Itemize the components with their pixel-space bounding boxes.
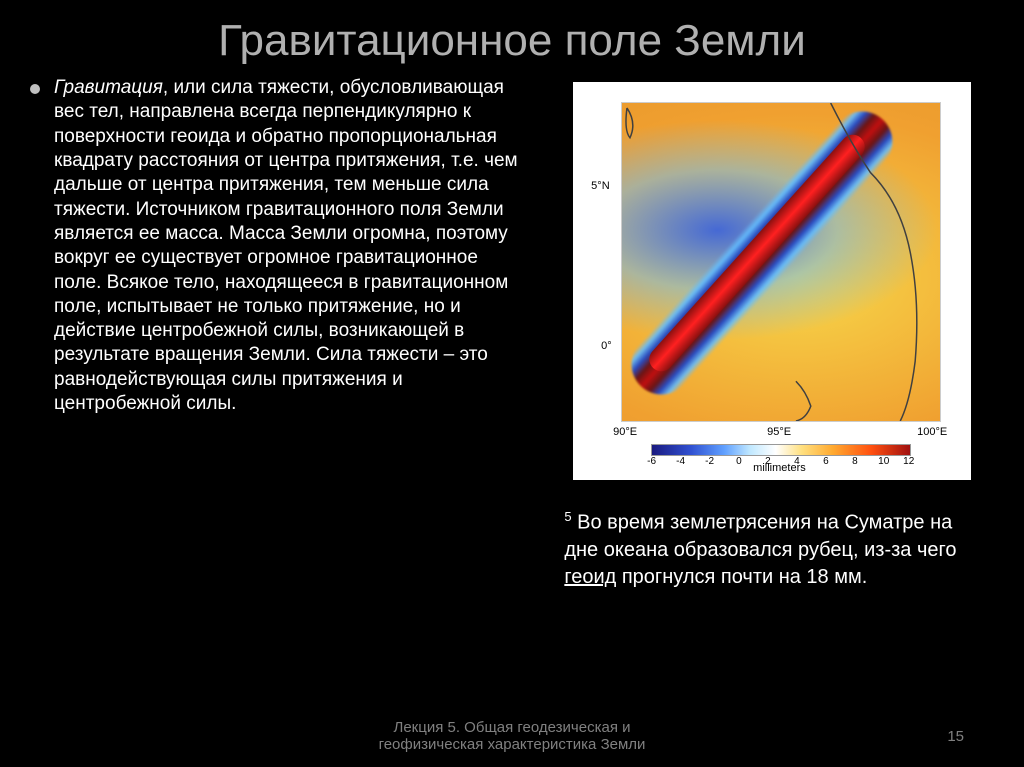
cb-tick-2: -2 [705, 456, 714, 467]
footnote-number: 5 [564, 509, 571, 524]
caption-text-2: прогнулся почти на 18 мм. [616, 566, 867, 588]
x-tick-1: 95°E [767, 426, 791, 438]
cb-tick-4: 2 [765, 456, 771, 467]
cb-tick-7: 8 [852, 456, 858, 467]
colorbar [651, 444, 911, 456]
y-tick-0: 5°N [591, 180, 609, 192]
y-tick-1: 0° [601, 340, 612, 352]
slide-title: Гравитационное поле Земли [0, 0, 1024, 76]
footer-line-1: Лекция 5. Общая геодезическая и [394, 719, 631, 736]
x-tick-2: 100°E [917, 426, 947, 438]
geoid-chart: 5°N 0° 90°E 95°E 100°E millimeters -6 -4… [573, 82, 971, 480]
cb-tick-8: 10 [878, 456, 889, 467]
left-column: Гравитация, или сила тяжести, обусловлив… [30, 76, 520, 591]
cb-tick-9: 12 [903, 456, 914, 467]
chart-caption: 5 Во время землетрясения на Суматре на д… [550, 508, 994, 591]
bullet-item: Гравитация, или сила тяжести, обусловлив… [30, 76, 520, 416]
chart-plot-area [621, 102, 941, 422]
coastline-icon [622, 103, 940, 421]
geoid-link[interactable]: геоид [564, 566, 616, 588]
cb-tick-1: -4 [676, 456, 685, 467]
cb-tick-3: 0 [736, 456, 742, 467]
content-area: Гравитация, или сила тяжести, обусловлив… [0, 76, 1024, 591]
body-text: Гравитация, или сила тяжести, обусловлив… [54, 76, 520, 416]
bullet-dot-icon [30, 84, 40, 94]
footer-line-2: геофизическая характеристика Земли [379, 736, 646, 753]
caption-text-1: Во время землетрясения на Суматре на дне… [564, 512, 956, 561]
cb-tick-5: 4 [794, 456, 800, 467]
footer: Лекция 5. Общая геодезическая и геофизич… [0, 719, 1024, 753]
x-tick-0: 90°E [613, 426, 637, 438]
page-number: 15 [947, 728, 964, 745]
cb-tick-6: 6 [823, 456, 829, 467]
cb-tick-0: -6 [647, 456, 656, 467]
right-column: 5°N 0° 90°E 95°E 100°E millimeters -6 -4… [550, 76, 994, 591]
